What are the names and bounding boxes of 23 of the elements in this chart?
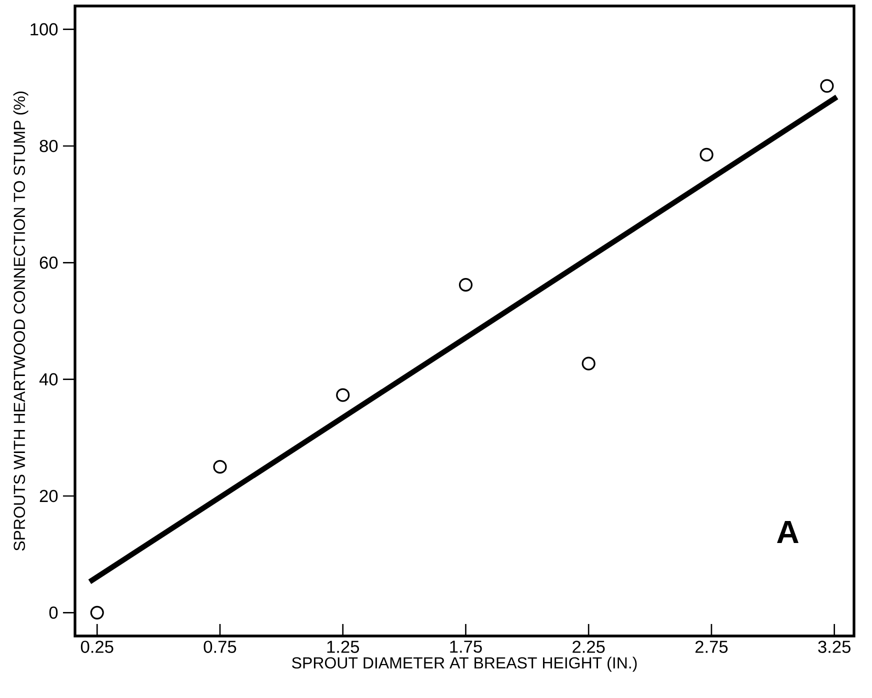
x-tick-label: 1.75 — [450, 640, 482, 653]
point — [213, 460, 227, 474]
x-tick-label: 2.75 — [695, 640, 728, 653]
point — [700, 148, 714, 162]
y-tick-label: 40 — [39, 373, 58, 386]
x-tick-label: 2.25 — [572, 640, 605, 653]
point — [458, 278, 473, 292]
y-tick-label: 20 — [40, 490, 58, 502]
x-tick-label: 0.25 — [80, 640, 114, 653]
y-axis-title: SPROUTS WITH HEARTWOOD CONNECTION TO STUMP (%) — [13, 92, 28, 551]
x-tick-label: 3.25 — [818, 640, 850, 653]
point — [820, 79, 834, 93]
x-tick-label: 1.25 — [327, 640, 359, 653]
y-tick-label: 60 — [40, 256, 58, 269]
annotation: A — [777, 521, 798, 544]
x-tick-label: 0.75 — [204, 640, 236, 653]
y-tick-label: 80 — [40, 140, 58, 152]
y-tick-label: 100 — [30, 23, 58, 36]
y-tick-label: 0 — [49, 606, 58, 619]
point — [582, 356, 596, 370]
x-axis-title: SPROUT DIAMETER AT BREAST HEIGHT (IN.) — [292, 656, 637, 672]
point — [90, 606, 104, 620]
point — [336, 388, 350, 402]
